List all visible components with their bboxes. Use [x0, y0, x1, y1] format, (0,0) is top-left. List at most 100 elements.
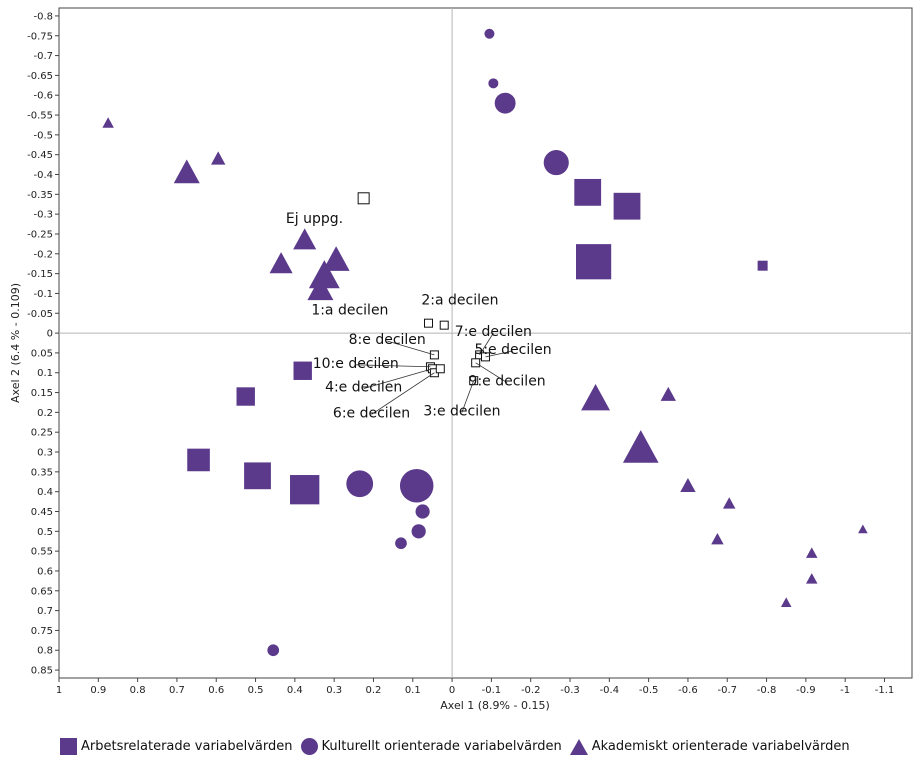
annotation-label: 3:e decilen	[423, 403, 500, 419]
x-tick-label: 0.7	[169, 685, 185, 696]
triangle-point	[269, 252, 293, 274]
circle-point	[543, 150, 569, 176]
x-tick-label: 0.1	[405, 685, 421, 696]
x-tick-label: -1	[840, 685, 850, 696]
square-point	[236, 387, 255, 406]
y-tick-label: 0.55	[31, 547, 53, 558]
x-tick-label: -0.1	[482, 685, 502, 696]
x-tick-label: -0.8	[757, 685, 777, 696]
y-tick-label: 0.25	[31, 428, 53, 439]
annotation-leader	[387, 340, 435, 356]
triangle-point	[622, 430, 659, 463]
circle-point	[395, 537, 407, 550]
y-tick-label: -0.45	[27, 150, 53, 161]
legend: Arbetsrelaterade variabelvärden Kulturel…	[60, 738, 858, 755]
y-tick-label: 0.45	[31, 507, 53, 518]
plot-frame	[58, 7, 913, 679]
x-tick-label: 0.9	[90, 685, 106, 696]
x-tick-label: -0.9	[796, 685, 816, 696]
square-point	[187, 448, 210, 472]
triangle-point	[173, 159, 200, 184]
decile-marker	[357, 192, 370, 205]
y-tick-label: -0.1	[33, 289, 53, 300]
x-tick-label: -0.4	[600, 685, 620, 696]
annotation-leader	[485, 350, 514, 358]
legend-item-kulturellt: Kulturellt orienterade variabelvärden	[300, 738, 562, 755]
legend-label-akademiskt: Akademiskt orienterade variabelvärden	[591, 739, 850, 754]
legend-label-arbetsrelaterade: Arbetsrelaterade variabelvärden	[81, 739, 293, 754]
decile-marker	[424, 318, 434, 328]
legend-triangle-icon	[569, 738, 588, 755]
y-tick-label: -0.2	[33, 249, 53, 260]
y-tick-label: -0.05	[27, 309, 53, 320]
annotation-label: 2:a decilen	[421, 292, 498, 308]
y-tick-label: 0.05	[31, 348, 53, 359]
y-tick-label: 0.2	[37, 408, 53, 419]
annotation-leader	[371, 372, 435, 415]
square-point	[575, 244, 612, 280]
y-tick-label: 0.75	[31, 626, 53, 637]
triangle-point	[680, 478, 696, 493]
y-tick-label: -0.55	[27, 111, 53, 122]
square-point	[757, 260, 768, 271]
triangle-point	[711, 532, 724, 545]
circle-point	[399, 468, 434, 503]
y-tick-label: -0.35	[27, 190, 53, 201]
data-points	[102, 28, 868, 657]
annotation-label: 8:e decilen	[349, 332, 426, 348]
x-tick-label: 0.3	[326, 685, 342, 696]
x-tick-label: 0.4	[287, 685, 303, 696]
x-tick-label: -0.5	[639, 685, 659, 696]
y-tick-label: -0.5	[33, 130, 53, 141]
circle-point	[484, 28, 495, 39]
x-tick-label: 0.6	[208, 685, 224, 696]
annotations: Ej uppg. 1:a decilen 2:a decilen 8:e decile…	[286, 192, 552, 421]
annotation-leader	[479, 332, 494, 356]
circle-point	[346, 470, 374, 498]
triangle-point	[780, 597, 792, 608]
triangle-point	[858, 524, 868, 534]
y-tick-label: -0.15	[27, 269, 53, 280]
triangle-point	[211, 151, 226, 165]
x-tick-label: 0.5	[248, 685, 264, 696]
y-tick-label: 0.1	[37, 368, 53, 379]
y-tick-label: 0.65	[31, 586, 53, 597]
circle-point	[488, 78, 499, 89]
annotation-label: 7:e decilen	[455, 324, 532, 340]
legend-item-arbetsrelaterade: Arbetsrelaterade variabelvärden	[60, 738, 293, 755]
triangle-point	[308, 260, 340, 289]
circle-point	[411, 524, 426, 539]
x-tick-label: -1.1	[875, 685, 895, 696]
y-tick-label: 0.6	[37, 566, 53, 577]
square-point	[613, 192, 641, 220]
y-tick-label: 0.4	[37, 487, 53, 498]
x-tick-label: 0.8	[130, 685, 146, 696]
annotation-label: 10:e decilen	[313, 356, 399, 372]
square-point	[290, 475, 320, 505]
y-tick-label: 0.5	[37, 527, 53, 538]
y-tick-label: 0	[47, 329, 53, 340]
x-tick-label: 1	[56, 685, 62, 696]
triangle-point	[722, 497, 736, 509]
y-tick-label: -0.8	[33, 11, 53, 22]
annotation-leader	[475, 362, 508, 384]
circle-point	[494, 92, 516, 114]
x-tick-label: -0.3	[560, 685, 580, 696]
annotation-label: Ej uppg.	[286, 211, 343, 227]
y-tick-label: 0.8	[37, 646, 53, 657]
y-tick-label: 0.85	[31, 666, 53, 677]
legend-label-kulturellt: Kulturellt orienterade variabelvärden	[321, 739, 562, 754]
annotation-label: 1:a decilen	[311, 302, 388, 318]
x-tick-label: 0	[449, 685, 455, 696]
x-tick-label: -0.2	[521, 685, 541, 696]
legend-square-icon	[60, 738, 77, 755]
decile-marker	[435, 364, 445, 374]
y-tick-label: -0.75	[27, 31, 53, 42]
triangle-point	[293, 228, 317, 250]
triangle-point	[581, 383, 611, 411]
y-tick-label: 0.7	[37, 606, 53, 617]
x-tick-label: -0.6	[678, 685, 698, 696]
triangle-point	[307, 276, 334, 301]
triangle-point	[806, 547, 818, 558]
